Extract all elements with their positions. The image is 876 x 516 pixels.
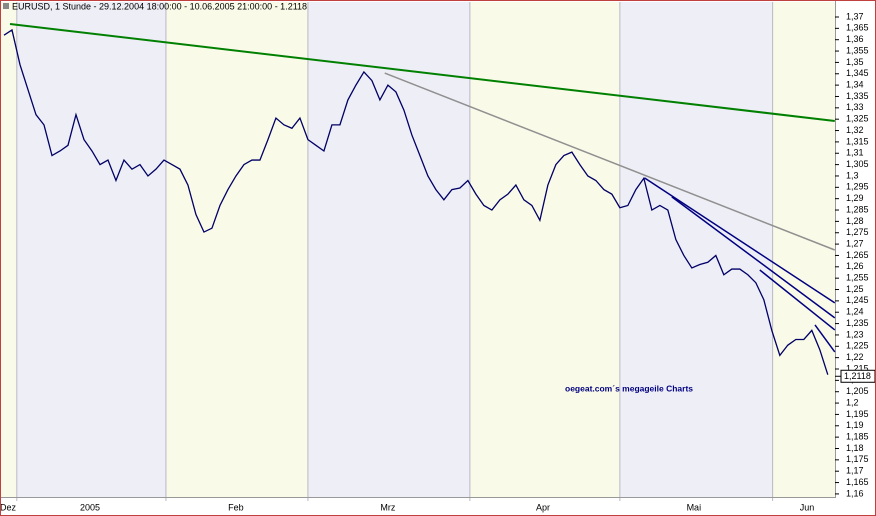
chart-title: EURUSD, 1 Stunde - 29.12.2004 18:00:00 -… <box>12 1 307 11</box>
trend-line <box>644 177 836 304</box>
watermark: oegeat.com´s megageile Charts <box>565 383 693 393</box>
y-tick-label: 1,18 <box>846 443 864 453</box>
y-tick-label: 1,225 <box>846 341 869 351</box>
x-tick-label: Dez <box>0 502 16 512</box>
y-tick-label: 1,33 <box>846 102 864 112</box>
y-tick-label: 1,31 <box>846 148 864 158</box>
y-tick-label: 1,215 <box>846 363 869 373</box>
trend-line <box>759 269 836 331</box>
month-band <box>165 2 308 498</box>
y-tick-label: 1,335 <box>846 91 869 101</box>
price-line <box>3 28 829 375</box>
x-tick-label: Mrz <box>380 502 395 512</box>
y-tick-label: 1,36 <box>846 34 864 44</box>
y-tick-label: 1,195 <box>846 409 869 419</box>
x-tick-label: Apr <box>536 502 550 512</box>
y-tick-label: 1,25 <box>846 284 864 294</box>
y-tick-label: 1,265 <box>846 250 869 260</box>
month-band <box>16 2 166 498</box>
y-tick-label: 1,205 <box>846 386 869 396</box>
month-band <box>307 2 470 498</box>
title-icon <box>3 3 9 9</box>
y-tick-label: 1,235 <box>846 318 869 328</box>
y-tick-label: 1,245 <box>846 295 869 305</box>
y-tick-label: 1,28 <box>846 216 864 226</box>
month-band <box>619 2 773 498</box>
x-tick-label: 2005 <box>80 502 100 512</box>
y-tick-label: 1,345 <box>846 68 869 78</box>
y-tick-label: 1,16 <box>846 488 864 498</box>
y-tick-label: 1,2 <box>846 397 859 407</box>
y-tick-label: 1,26 <box>846 261 864 271</box>
x-tick-label: Jun <box>800 502 815 512</box>
y-tick-label: 1,325 <box>846 114 869 124</box>
y-tick-label: 1,32 <box>846 125 864 135</box>
y-tick-label: 1,355 <box>846 45 869 55</box>
y-tick-label: 1,27 <box>846 238 864 248</box>
y-tick-label: 1,365 <box>846 23 869 33</box>
trend-line <box>9 23 835 122</box>
y-tick-label: 1,295 <box>846 182 869 192</box>
y-tick-label: 1,34 <box>846 79 864 89</box>
y-tick-label: 1,29 <box>846 193 864 203</box>
y-tick-label: 1,19 <box>846 420 864 430</box>
month-band <box>469 2 620 498</box>
trend-line <box>814 324 836 353</box>
month-band <box>772 2 835 498</box>
trend-line <box>384 72 836 251</box>
y-tick-label: 1,275 <box>846 227 869 237</box>
y-tick-label: 1,3 <box>846 170 859 180</box>
y-tick-label: 1,185 <box>846 432 869 442</box>
y-tick-label: 1,17 <box>846 466 864 476</box>
y-tick-label: 1,255 <box>846 273 869 283</box>
y-tick-label: 1,175 <box>846 454 869 464</box>
last-value-label: 1,2118 <box>844 371 871 381</box>
trend-line <box>671 196 836 319</box>
y-tick-label: 1,315 <box>846 136 869 146</box>
y-tick-label: 1,285 <box>846 204 869 214</box>
x-tick-label: Mai <box>687 502 702 512</box>
y-tick-label: 1,23 <box>846 329 864 339</box>
y-tick-label: 1,165 <box>846 477 869 487</box>
y-tick-label: 1,24 <box>846 307 864 317</box>
y-tick-label: 1,35 <box>846 57 864 67</box>
y-tick-label: 1,22 <box>846 352 864 362</box>
month-band <box>0 2 17 498</box>
x-tick-label: Feb <box>228 502 244 512</box>
y-tick-label: 1,37 <box>846 11 864 21</box>
y-tick-label: 1,305 <box>846 159 869 169</box>
